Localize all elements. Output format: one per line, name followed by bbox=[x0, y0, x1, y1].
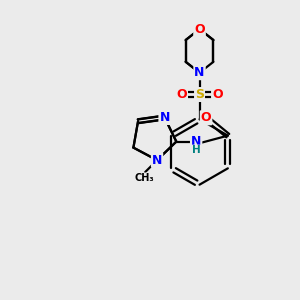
Text: O: O bbox=[201, 111, 212, 124]
Text: N: N bbox=[152, 154, 162, 167]
Text: N: N bbox=[194, 66, 205, 79]
Text: N: N bbox=[159, 111, 170, 124]
Text: O: O bbox=[194, 22, 205, 36]
Text: S: S bbox=[195, 88, 204, 101]
Text: H: H bbox=[192, 146, 200, 155]
Text: O: O bbox=[212, 88, 223, 101]
Text: CH₃: CH₃ bbox=[134, 173, 154, 183]
Text: N: N bbox=[191, 135, 201, 148]
Text: O: O bbox=[176, 88, 187, 101]
